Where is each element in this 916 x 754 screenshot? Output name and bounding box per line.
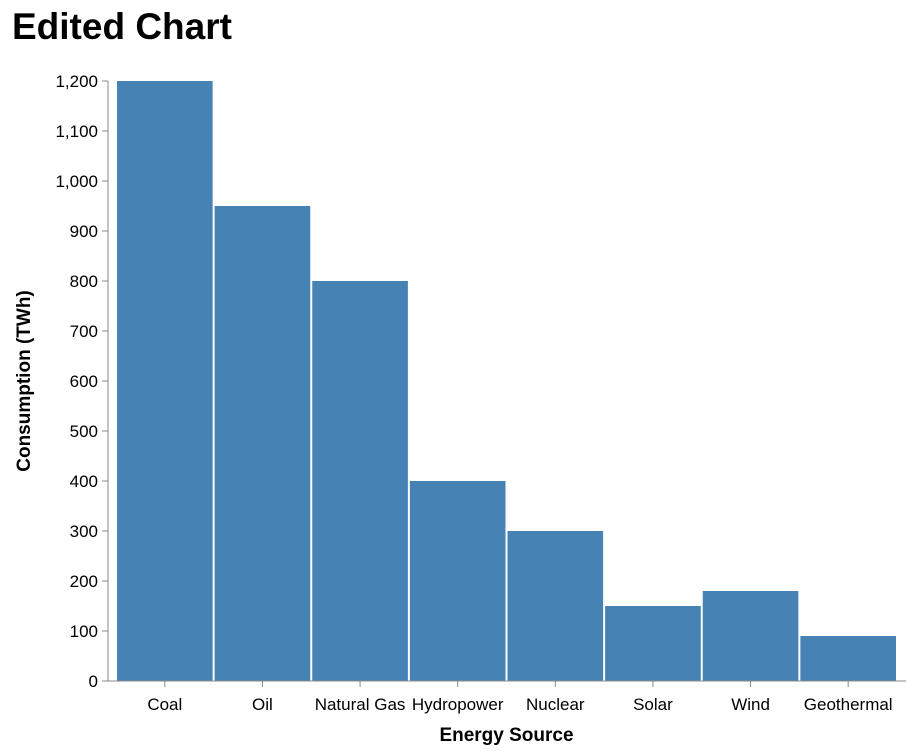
y-tick-label: 500 (70, 422, 98, 441)
x-tick-label: Geothermal (804, 695, 893, 714)
bar-coal[interactable] (117, 81, 213, 681)
y-tick-label: 1,100 (55, 122, 98, 141)
y-tick-label: 900 (70, 222, 98, 241)
y-tick-label: 100 (70, 622, 98, 641)
bar-natural-gas[interactable] (312, 281, 408, 681)
y-axis-title: Consumption (TWh) (14, 290, 35, 472)
bar-hydropower[interactable] (409, 481, 506, 681)
x-tick-label: Hydropower (412, 695, 504, 714)
bars-group (117, 81, 896, 681)
y-tick-label: 1,000 (55, 172, 98, 191)
x-tick-label: Natural Gas (315, 695, 406, 714)
y-tick-label: 1,200 (55, 72, 98, 91)
y-tick-label: 600 (70, 372, 98, 391)
x-axis-title: Energy Source (439, 725, 573, 746)
bar-solar[interactable] (605, 606, 701, 681)
x-tick-label: Nuclear (526, 695, 585, 714)
x-tick-label: Coal (147, 695, 182, 714)
y-tick-label: 300 (70, 522, 98, 541)
x-tick-label: Wind (731, 695, 770, 714)
bar-geothermal[interactable] (800, 636, 896, 681)
bar-oil[interactable] (214, 206, 311, 681)
y-axis-ticks: 0 100 200 300 400 500 600 700 800 900 1,000 1,100 1,… (55, 72, 108, 691)
bar-wind[interactable] (702, 591, 799, 681)
y-tick-label: 200 (70, 572, 98, 591)
x-axis-ticks: Coal Oil Natural Gas Hydropower Nuclear Solar… (147, 681, 893, 714)
x-tick-label: Solar (633, 695, 673, 714)
y-tick-label: 700 (70, 322, 98, 341)
y-tick-label: 400 (70, 472, 98, 491)
y-tick-label: 0 (89, 672, 98, 691)
x-tick-label: Oil (252, 695, 273, 714)
bar-nuclear[interactable] (507, 531, 604, 681)
y-tick-label: 800 (70, 272, 98, 291)
chart-title: Edited Chart (12, 6, 232, 47)
